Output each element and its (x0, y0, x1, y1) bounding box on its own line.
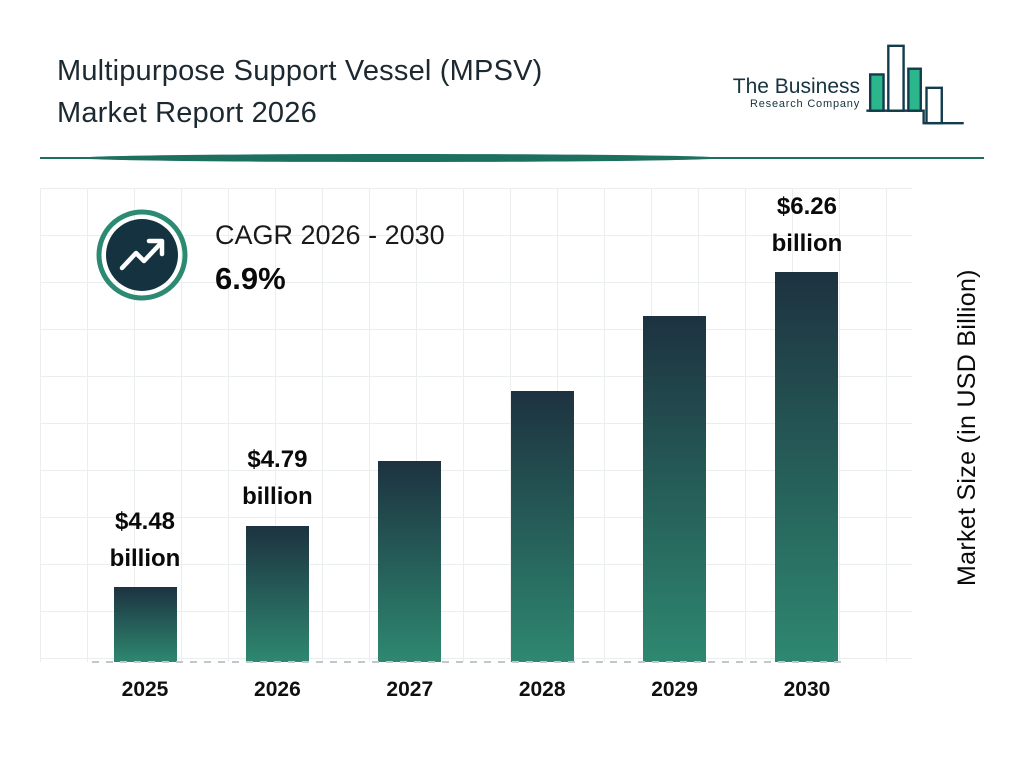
title-line-1: Multipurpose Support Vessel (MPSV) (57, 55, 543, 87)
trending-up-icon (95, 208, 189, 302)
company-logo-text: The Business Research Company (733, 75, 860, 111)
title-line-2: Market Report 2026 (57, 97, 317, 130)
x-axis-label-2029: 2029 (651, 678, 698, 701)
company-name: The Business (732, 74, 860, 98)
bar-group-2030: $6.26 billion 2030 (750, 188, 864, 701)
x-axis-baseline (92, 661, 847, 663)
cagr-value: 6.9% (215, 261, 286, 296)
bar-group-2029: 2029 (618, 188, 732, 701)
company-logo: The Business Research Company (733, 42, 966, 126)
y-axis-label: Market Size (in USD Billion) (953, 269, 981, 587)
company-subname: Research Company (749, 97, 860, 110)
bar-2030 (775, 272, 839, 662)
bar-group-2028: 2028 (485, 188, 599, 701)
cagr-block: CAGR 2026 - 2030 6.9% (95, 208, 445, 302)
bar-value-label: $4.79 billion (242, 446, 313, 511)
bar-2029 (643, 316, 707, 662)
bar-2028 (510, 391, 574, 662)
x-axis-label-2028: 2028 (518, 678, 566, 701)
bar-2025 (113, 587, 177, 662)
bars: $4.48 billion 2025 $4.79 billion 2026 2027 2028… (40, 188, 912, 701)
bar-group-2025: $4.48 billion 2025 (88, 188, 202, 701)
x-axis-label-2027: 2027 (386, 678, 434, 701)
cagr-text: CAGR 2026 - 2030 6.9% (215, 208, 445, 297)
x-axis-label-2026: 2026 (254, 678, 301, 701)
bar-chart-logo-icon (866, 42, 966, 126)
bar-group-2027: 2027 (353, 188, 467, 701)
bar-value-label: $6.26 billion (771, 193, 843, 258)
cagr-label: CAGR 2026 - 2030 (215, 220, 445, 250)
page-title: Multipurpose Support Vessel (MPSV) Marke… (57, 50, 543, 134)
bar-2026 (245, 525, 309, 662)
x-axis-label-2025: 2025 (121, 678, 169, 701)
bar-group-2026: $4.79 billion 2026 (220, 188, 334, 701)
bar-2027 (378, 460, 442, 662)
x-axis-label-2030: 2030 (783, 678, 831, 701)
header-divider (40, 150, 984, 166)
bar-value-label: $4.48 billion (109, 507, 181, 572)
